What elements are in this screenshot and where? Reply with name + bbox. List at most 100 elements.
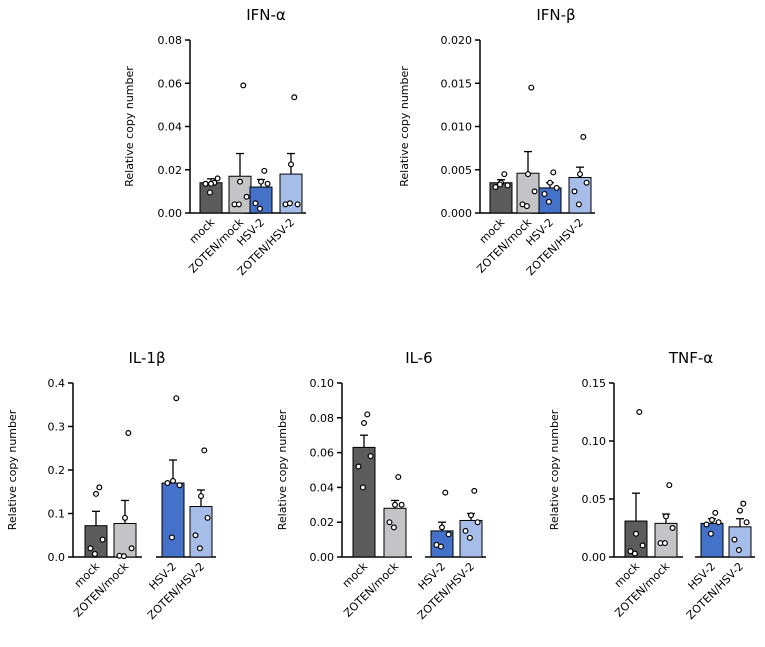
data-point	[666, 482, 673, 489]
data-point	[170, 477, 177, 484]
y-tick-label: 0.15	[582, 377, 607, 390]
data-point	[580, 133, 587, 140]
data-point	[571, 188, 578, 195]
y-tick-label: 0.005	[441, 164, 473, 177]
data-point	[661, 540, 668, 547]
y-tick-label: 0.010	[441, 121, 473, 134]
data-point	[252, 200, 259, 207]
data-point	[583, 179, 590, 186]
data-point	[707, 530, 714, 537]
data-point	[462, 527, 469, 534]
y-tick-label: 0.3	[48, 421, 66, 434]
data-point	[442, 489, 449, 496]
data-point	[437, 543, 444, 550]
data-point	[202, 180, 209, 187]
data-point	[471, 487, 478, 494]
data-point	[735, 547, 742, 554]
data-point	[198, 493, 205, 500]
data-point	[240, 82, 247, 89]
data-point	[576, 171, 583, 178]
data-point	[286, 200, 293, 207]
y-tick-label: 0.02	[310, 516, 335, 529]
data-point	[740, 500, 747, 507]
y-axis-label: Relative copy number	[123, 66, 136, 187]
data-point	[575, 201, 582, 208]
y-axis-label: Relative copy number	[548, 409, 561, 530]
data-point	[364, 411, 371, 418]
data-point	[703, 521, 710, 528]
y-tick-label: 0.4	[48, 377, 66, 390]
data-point	[639, 542, 646, 549]
data-point	[91, 550, 98, 557]
data-point	[359, 484, 366, 491]
panel-4: IL-6 Relative copy number 0.00 0.02 0.04 0.06…	[276, 349, 486, 622]
chart-title: TNF-α	[668, 349, 713, 367]
y-tick-label: 0.06	[310, 447, 335, 460]
chart-title: IL-1β	[128, 349, 165, 367]
data-point	[390, 524, 397, 531]
y-tick-label: 0.10	[582, 435, 607, 448]
y-tick-label: 0.08	[310, 412, 335, 425]
y-tick-label: 0.05	[582, 493, 607, 506]
data-point	[121, 514, 128, 521]
panel-3: IL-1β Relative copy number 0.0 0.1 0.2 0.3 0.4…	[6, 349, 216, 622]
data-point	[192, 532, 199, 539]
data-point	[208, 180, 215, 187]
data-point	[743, 519, 750, 526]
data-point	[669, 524, 676, 531]
data-point	[235, 201, 242, 208]
data-point	[466, 534, 473, 541]
y-tick-label: 0.04	[310, 481, 335, 494]
data-point	[355, 463, 362, 470]
y-tick-label: 0.00	[582, 551, 607, 564]
data-point	[196, 545, 203, 552]
data-point	[715, 519, 722, 526]
bar-hsv-2	[700, 522, 724, 558]
data-point	[237, 178, 244, 185]
data-point	[128, 545, 135, 552]
chart-title: IL-6	[405, 349, 432, 367]
data-point	[708, 516, 715, 523]
x-tick-label: ZOTEN/mock	[341, 559, 401, 619]
data-point	[553, 184, 560, 191]
data-point	[392, 501, 399, 508]
data-point	[258, 178, 265, 185]
data-point	[712, 509, 719, 516]
data-point	[492, 184, 499, 191]
data-point	[627, 548, 634, 555]
data-point	[87, 545, 94, 552]
bar-zoten-mock	[383, 507, 407, 558]
panel-5: TNF-α Relative copy number 0.00 0.05 0.10 0.1…	[548, 349, 755, 622]
bar-zoten-hsv-2	[279, 173, 303, 214]
data-point	[545, 198, 552, 205]
data-point	[92, 490, 99, 497]
data-point	[546, 179, 553, 186]
y-tick-label: 0.04	[158, 121, 183, 134]
y-axis-label: Relative copy number	[6, 409, 19, 530]
data-point	[395, 473, 402, 480]
data-point	[261, 167, 268, 174]
bar-hsv-2	[161, 482, 185, 558]
y-tick-label: 0.000	[441, 207, 473, 220]
data-point	[501, 171, 508, 178]
bar-zoten-mock	[113, 523, 137, 558]
bar-mock	[352, 446, 376, 558]
data-point	[496, 181, 503, 188]
data-point	[176, 482, 183, 489]
data-point	[386, 519, 393, 526]
data-point	[96, 484, 103, 491]
y-axis-label: Relative copy number	[276, 409, 289, 530]
data-point	[294, 201, 301, 208]
bar-mock	[199, 182, 223, 214]
data-point	[201, 447, 208, 454]
data-point	[445, 531, 452, 538]
data-point	[398, 501, 405, 508]
data-point	[632, 530, 639, 537]
data-point	[736, 507, 743, 514]
data-point	[243, 193, 250, 200]
data-point	[524, 171, 531, 178]
y-tick-label: 0.10	[310, 377, 335, 390]
y-tick-label: 0.1	[48, 508, 66, 521]
data-point	[541, 190, 548, 197]
data-point	[468, 512, 475, 519]
